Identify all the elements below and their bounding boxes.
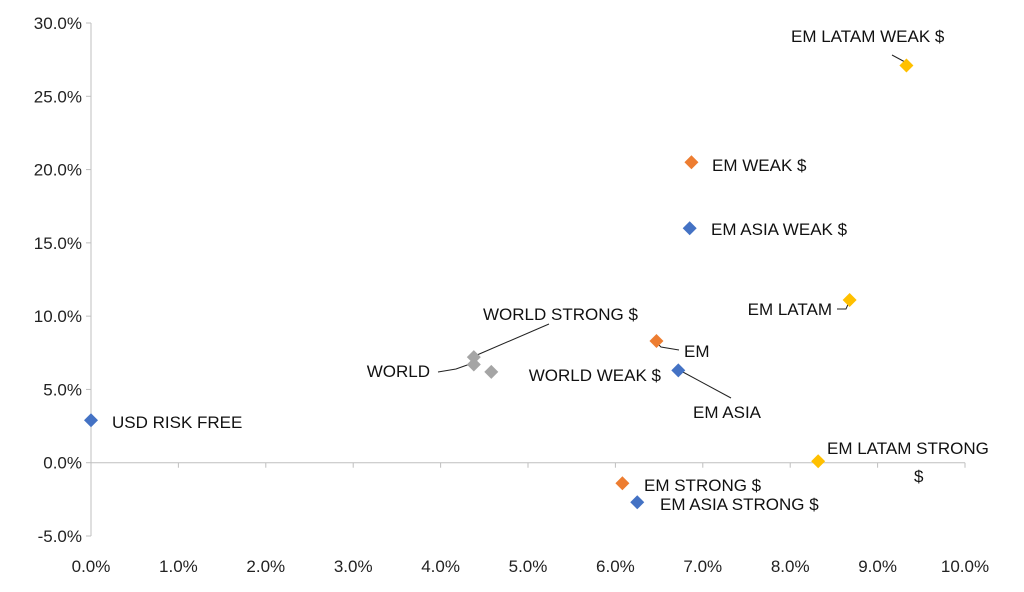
x-tick-label: 8.0% [771, 557, 810, 576]
data-points [84, 58, 914, 510]
y-tick-label: 15.0% [34, 234, 82, 253]
data-point-label: WORLD [367, 362, 430, 381]
x-tick-label: 9.0% [858, 557, 897, 576]
data-point-marker [615, 476, 630, 491]
x-tick-label: 6.0% [596, 557, 635, 576]
data-point-marker [811, 454, 826, 469]
data-point-marker [684, 155, 699, 170]
x-tick-label: 2.0% [246, 557, 285, 576]
data-point-label: EM LATAM STRONG $ [827, 439, 989, 486]
data-point-label: USD RISK FREE [112, 413, 242, 432]
y-tick-label: -5.0% [38, 527, 82, 546]
x-tick-label: 10.0% [941, 557, 989, 576]
data-point-label: EM LATAM WEAK $ [791, 27, 945, 46]
data-point-marker [899, 58, 914, 73]
y-tick-label: 30.0% [34, 14, 82, 33]
x-tick-label: 0.0% [72, 557, 111, 576]
x-tick-label: 4.0% [421, 557, 460, 576]
data-point-label: EM WEAK $ [712, 156, 807, 175]
label-leader-line [680, 370, 732, 399]
data-point-marker [466, 350, 481, 365]
label-leader-line [476, 323, 550, 356]
y-tick-label: 0.0% [43, 454, 82, 473]
data-point-marker [649, 334, 664, 349]
label-leader-line [891, 54, 906, 63]
x-tick-label: 5.0% [509, 557, 548, 576]
label-leader-line [437, 363, 471, 373]
data-point-marker [484, 364, 499, 379]
data-point-marker [466, 357, 481, 372]
y-tick-label: 20.0% [34, 161, 82, 180]
y-tick-label: 5.0% [43, 380, 82, 399]
data-point-label: EM [684, 342, 710, 361]
data-point-marker [630, 495, 645, 510]
x-tick-label: 1.0% [159, 557, 198, 576]
data-point-marker [671, 363, 686, 378]
axes: -5.0% 0.0% 5.0% 10.0% 15.0% 20.0% 25.0% 30.0% 0.… [34, 14, 989, 576]
x-tick-label: 3.0% [334, 557, 373, 576]
data-point-label: EM LATAM [748, 300, 832, 319]
y-tick-label: 25.0% [34, 87, 82, 106]
data-point-label: EM ASIA WEAK $ [711, 220, 848, 239]
data-point-label: WORLD WEAK $ [529, 366, 662, 385]
data-point-label: EM STRONG $ [644, 476, 762, 495]
data-point-label: WORLD STRONG $ [483, 305, 638, 324]
data-point-marker [84, 413, 98, 428]
x-tick-label: 7.0% [683, 557, 722, 576]
data-point-label: EM ASIA STRONG $ [660, 495, 819, 514]
y-tick-label: 10.0% [34, 307, 82, 326]
data-point-marker [842, 293, 857, 308]
point-labels: USD RISK FREE WORLD WORLD STRONG $ WORLD WE… [112, 27, 989, 514]
data-point-marker [682, 221, 697, 236]
data-point-label: EM ASIA [693, 403, 762, 422]
